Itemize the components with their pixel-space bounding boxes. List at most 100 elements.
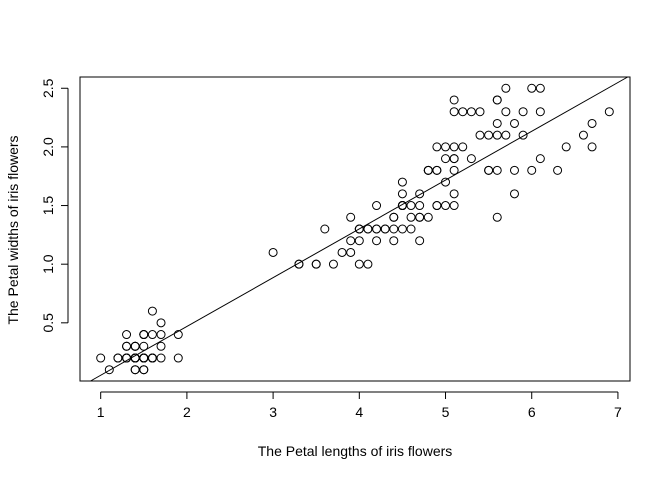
data-point <box>492 165 502 175</box>
data-point <box>492 130 502 140</box>
data-point <box>113 353 123 363</box>
y-axis: 0.5 1.0 1.5 2.0 2.5 <box>40 78 69 333</box>
data-point <box>466 107 476 117</box>
data-point <box>372 236 382 246</box>
data-point <box>475 107 485 117</box>
data-point <box>415 212 425 222</box>
data-point <box>354 224 364 234</box>
data-point <box>484 165 494 175</box>
data-point <box>578 130 588 140</box>
data-point <box>156 318 166 328</box>
data-point <box>518 107 528 117</box>
data-point <box>139 330 149 340</box>
data-point <box>527 83 537 93</box>
data-point <box>518 130 528 140</box>
data-point <box>432 201 442 211</box>
data-point <box>156 330 166 340</box>
data-point <box>587 142 597 152</box>
data-point <box>173 330 183 340</box>
data-point <box>389 212 399 222</box>
y-tick-label: 0.5 <box>40 313 56 333</box>
x-tick-label: 6 <box>528 404 536 420</box>
x-tick-label: 4 <box>355 404 363 420</box>
x-tick-label: 3 <box>269 404 277 420</box>
data-point <box>449 154 459 164</box>
data-point <box>147 306 157 316</box>
data-point <box>337 247 347 257</box>
data-point <box>406 224 416 234</box>
data-point <box>535 83 545 93</box>
data-point <box>432 165 442 175</box>
data-point <box>139 365 149 375</box>
y-axis-label: The Petal widths of iris flowers <box>5 135 21 324</box>
data-point <box>535 107 545 117</box>
data-point <box>587 118 597 128</box>
data-point <box>415 201 425 211</box>
x-axis-label: The Petal lengths of iris flowers <box>258 443 453 459</box>
data-point <box>363 259 373 269</box>
data-point <box>553 165 563 175</box>
data-point <box>389 224 399 234</box>
regression-line <box>90 76 628 382</box>
data-point <box>561 142 571 152</box>
data-point <box>397 201 407 211</box>
data-point <box>458 142 468 152</box>
data-point <box>268 247 278 257</box>
data-point <box>122 330 132 340</box>
data-point <box>173 353 183 363</box>
data-point <box>527 165 537 175</box>
data-point <box>397 224 407 234</box>
data-point <box>104 365 114 375</box>
data-point <box>449 142 459 152</box>
y-tick-label: 1.0 <box>40 254 56 274</box>
data-point <box>372 224 382 234</box>
data-point <box>147 330 157 340</box>
data-point <box>372 201 382 211</box>
plot-frame <box>79 76 631 382</box>
data-point <box>509 118 519 128</box>
data-point <box>389 236 399 246</box>
data-point <box>354 259 364 269</box>
data-point <box>458 107 468 117</box>
data-point <box>311 259 321 269</box>
data-point <box>432 142 442 152</box>
data-point <box>406 212 416 222</box>
y-tick-label: 2.0 <box>40 137 56 157</box>
data-point <box>441 142 451 152</box>
data-point <box>328 259 338 269</box>
data-point <box>604 107 614 117</box>
data-point <box>449 189 459 199</box>
x-tick-label: 2 <box>183 404 191 420</box>
data-point <box>509 189 519 199</box>
y-tick-label: 2.5 <box>40 78 56 98</box>
data-point <box>492 212 502 222</box>
data-point <box>492 118 502 128</box>
data-point <box>449 165 459 175</box>
data-point <box>535 154 545 164</box>
data-point <box>423 165 433 175</box>
x-tick-label: 5 <box>442 404 450 420</box>
data-point <box>380 224 390 234</box>
data-point <box>156 341 166 351</box>
data-point <box>423 212 433 222</box>
data-point <box>449 107 459 117</box>
data-point <box>501 83 511 93</box>
x-axis: 1 2 3 4 5 6 7 <box>97 391 622 420</box>
data-point <box>406 201 416 211</box>
data-point <box>415 189 425 199</box>
data-point <box>492 95 502 105</box>
data-point <box>441 154 451 164</box>
data-point <box>130 365 140 375</box>
y-tick-label: 1.5 <box>40 196 56 216</box>
data-point <box>130 341 140 351</box>
data-point <box>354 236 364 246</box>
data-point <box>397 177 407 187</box>
data-point <box>147 353 157 363</box>
data-point <box>122 341 132 351</box>
data-point <box>397 189 407 199</box>
data-point <box>475 130 485 140</box>
data-point <box>346 236 356 246</box>
data-point <box>346 247 356 257</box>
